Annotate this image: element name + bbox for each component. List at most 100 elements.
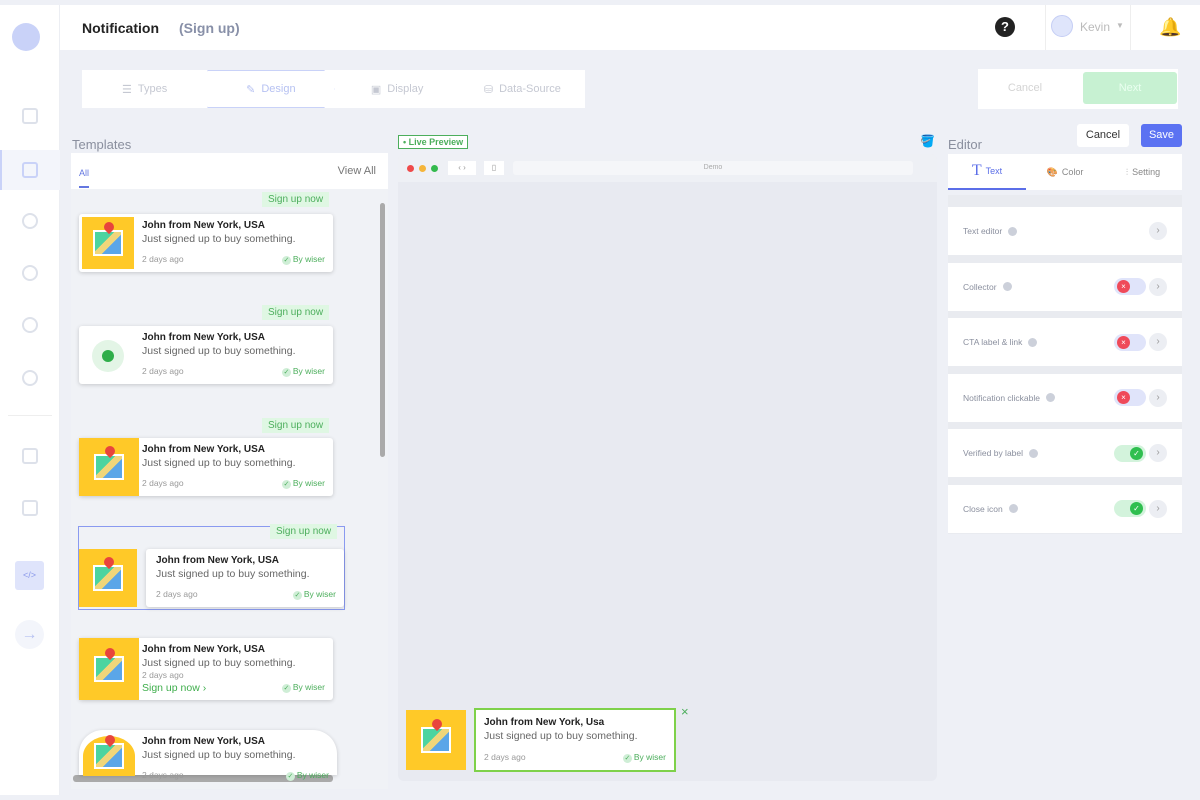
view-all-link[interactable]: View All: [337, 165, 376, 177]
cta-link[interactable]: Sign up now ›: [142, 682, 207, 694]
save-button[interactable]: Save: [1141, 124, 1182, 147]
template-image: [79, 438, 139, 496]
tab-setting[interactable]: ⫶ Setting: [1104, 154, 1182, 190]
template-card[interactable]: John from New York, USA Just signed up t…: [79, 326, 333, 384]
template-text: Just signed up to buy something.: [142, 233, 296, 245]
setting-row: Text editor ›: [948, 207, 1182, 255]
chevron-right-icon[interactable]: ›: [1149, 499, 1167, 518]
help-icon[interactable]: [1046, 393, 1056, 402]
help-icon[interactable]: [1002, 282, 1012, 291]
help-icon[interactable]: ?: [995, 17, 1015, 37]
toggle-switch[interactable]: ×: [1114, 333, 1146, 351]
step-types[interactable]: ☰ Types: [82, 70, 207, 108]
chart-icon[interactable]: [22, 317, 38, 333]
verified-text: By wiser: [296, 770, 329, 780]
cta-badge[interactable]: Sign up now: [262, 418, 330, 433]
paint-bucket-icon[interactable]: 🪣: [920, 134, 935, 148]
notification-text: Just signed up to buy something.: [484, 730, 638, 742]
template-card[interactable]: John from New York, USA Just signed up t…: [146, 549, 344, 607]
map-icon: [93, 565, 123, 591]
url-bar[interactable]: Demo: [513, 161, 913, 175]
sidebar-toggle-icon[interactable]: ▯: [484, 161, 504, 175]
user-menu[interactable]: Kevin ▼: [1045, 5, 1131, 50]
toggle-switch[interactable]: ✓: [1114, 444, 1146, 462]
help-icon[interactable]: [1029, 448, 1039, 458]
help-icon[interactable]: [1008, 504, 1018, 513]
template-image: [83, 736, 135, 776]
logo-icon[interactable]: [12, 23, 40, 51]
logout-icon[interactable]: →: [15, 620, 44, 649]
chevron-right-icon[interactable]: ›: [1149, 444, 1167, 462]
next-button[interactable]: Next: [1083, 72, 1177, 104]
template-card[interactable]: John from New York, USA Just signed up t…: [79, 638, 333, 700]
verified-text: By wiser: [633, 752, 666, 762]
copy-icon[interactable]: [22, 448, 38, 464]
step-design[interactable]: ✎ Design: [207, 70, 335, 108]
toggle-switch[interactable]: ×: [1114, 278, 1146, 295]
help-icon[interactable]: [1008, 226, 1018, 236]
chevron-right-icon[interactable]: ›: [1149, 333, 1167, 351]
target-icon[interactable]: [22, 265, 38, 281]
notification-icon[interactable]: [22, 162, 38, 178]
cancel-button[interactable]: Cancel: [1007, 82, 1043, 94]
user-icon[interactable]: [22, 213, 38, 229]
help-icon[interactable]: [1028, 337, 1038, 347]
sidebar-item-notifications[interactable]: [0, 150, 60, 190]
sliders-icon: ⫶: [1125, 166, 1129, 177]
tab-all[interactable]: All: [79, 168, 90, 178]
editor-tabs: T Text 🎨 Color ⫶ Setting: [948, 154, 1182, 190]
cta-badge[interactable]: Sign up now: [270, 524, 338, 539]
dashboard-icon[interactable]: [22, 108, 38, 124]
preview-notification[interactable]: John from New York, Usa Just signed up t…: [474, 708, 676, 772]
template-text: Just signed up to buy something.: [142, 345, 296, 357]
chevron-right-icon[interactable]: ›: [1149, 222, 1167, 240]
tab-color[interactable]: 🎨 Color: [1026, 154, 1104, 190]
setting-label: Text editor: [963, 226, 1003, 236]
check-icon: ✓: [281, 684, 291, 693]
live-preview-badge: • Live Preview: [398, 135, 469, 149]
palette-icon: 🎨: [1046, 166, 1058, 177]
setting-label: Close icon: [963, 503, 1003, 514]
tab-label: Text: [985, 166, 1003, 176]
template-name: John from New York, USA: [156, 555, 279, 566]
database-icon[interactable]: [22, 500, 38, 516]
x-icon: ×: [1117, 280, 1130, 293]
horizontal-scrollbar[interactable]: [73, 775, 333, 782]
map-icon: [421, 727, 451, 753]
verified-label: ✓ By wiser: [281, 682, 325, 694]
selected-template-outline[interactable]: [78, 526, 345, 610]
avatar: [1051, 15, 1073, 37]
setting-label: Notification clickable: [963, 392, 1041, 403]
chevron-right-icon[interactable]: ›: [1149, 277, 1167, 296]
bell-icon[interactable]: 🔔: [1159, 17, 1182, 37]
code-icon[interactable]: </>: [15, 561, 44, 590]
vertical-scrollbar[interactable]: [380, 203, 385, 457]
setting-label: Collector: [963, 281, 997, 292]
divider: [8, 415, 52, 416]
step-data-source[interactable]: ⛁ Data-Source: [460, 70, 585, 108]
minimize-dot: [419, 165, 426, 172]
browser-bar: ‹ › ▯ Demo: [398, 154, 937, 182]
preview-image: [406, 710, 466, 770]
template-name: John from New York, USA: [142, 220, 265, 231]
close-icon[interactable]: ×: [681, 704, 689, 719]
x-icon: ×: [1117, 335, 1130, 349]
template-time: 2 days ago: [142, 366, 184, 376]
settings-icon[interactable]: [22, 370, 38, 386]
chevron-right-icon[interactable]: ›: [1149, 388, 1167, 407]
template-card[interactable]: John from New York, USA Just signed up t…: [79, 730, 337, 781]
template-card[interactable]: John from New York, USA Just signed up t…: [79, 438, 333, 496]
cta-badge[interactable]: Sign up now: [262, 192, 330, 207]
nav-arrows-icon[interactable]: ‹ ›: [448, 161, 476, 175]
tab-text[interactable]: T Text: [948, 154, 1026, 190]
toggle-switch[interactable]: ✓: [1114, 500, 1146, 517]
template-name: John from New York, USA: [142, 736, 265, 747]
toggle-switch[interactable]: ×: [1114, 389, 1146, 406]
verified-text: By wiser: [292, 254, 325, 264]
cta-badge[interactable]: Sign up now: [262, 305, 330, 320]
editor-cancel-button[interactable]: Cancel: [1077, 124, 1129, 147]
check-icon: ✓: [285, 772, 295, 781]
step-display[interactable]: ▣ Display: [335, 70, 460, 108]
maximize-dot: [431, 165, 438, 172]
template-card[interactable]: John from New York, USA Just signed up t…: [79, 214, 333, 272]
